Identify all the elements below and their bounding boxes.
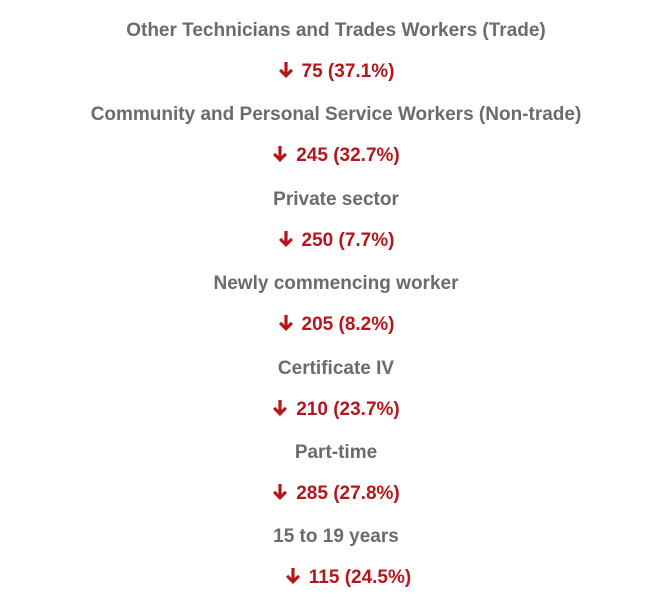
- item-change: 210 (23.7%): [0, 395, 672, 425]
- item-change: 245 (32.7%): [0, 141, 672, 171]
- item-label: Other Technicians and Trades Workers (Tr…: [126, 20, 546, 41]
- item-change: 205 (8.2%): [0, 310, 672, 340]
- arrow-shape: [278, 230, 293, 247]
- down-arrow-icon: [278, 315, 293, 332]
- change-text: 75 (37.1%): [301, 61, 395, 82]
- change-text: 245 (32.7%): [296, 145, 400, 167]
- change-text: 115 (24.5%): [308, 567, 412, 589]
- item-label: Newly commencing worker: [213, 273, 459, 295]
- down-arrow-icon: [273, 146, 288, 163]
- item-label: Certificate IV: [277, 357, 395, 379]
- arrow-shape: [273, 146, 288, 163]
- item-change: 250 (7.7%): [0, 226, 672, 256]
- change-text: 250 (7.7%): [301, 229, 395, 251]
- change-text: 210 (23.7%): [296, 398, 400, 420]
- arrow-shape: [273, 484, 288, 500]
- down-arrow-icon: [273, 399, 288, 416]
- down-arrow-icon: [273, 484, 288, 500]
- item-label: Community and Personal Service Workers (…: [90, 104, 582, 126]
- change-text: 205 (8.2%): [301, 314, 395, 336]
- item-label: Private sector: [273, 188, 399, 210]
- arrow-shape: [278, 315, 293, 332]
- arrow-shape: [285, 568, 300, 585]
- arrow-shape: [273, 399, 288, 416]
- item-change: 285 (27.8%): [0, 479, 672, 509]
- item-label: Part-time: [294, 442, 378, 463]
- down-arrow-icon: [285, 568, 300, 585]
- change-text: 285 (27.8%): [296, 483, 400, 504]
- item-label: 15 to 19 years: [273, 526, 399, 548]
- item-change: 75 (37.1%): [0, 57, 672, 87]
- down-arrow-icon: [278, 62, 293, 78]
- down-arrow-icon: [278, 230, 293, 247]
- arrow-shape: [278, 62, 293, 78]
- item-change: 115 (24.5%): [12, 563, 672, 593]
